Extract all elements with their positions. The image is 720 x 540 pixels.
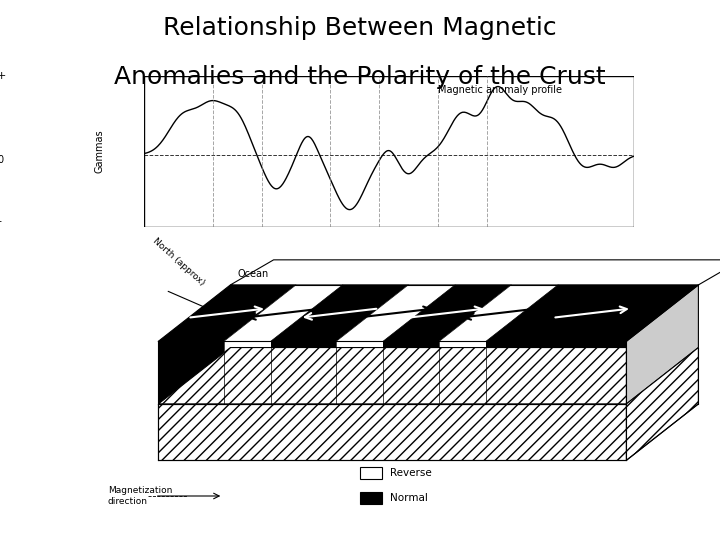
Polygon shape: [439, 341, 486, 404]
Text: -: -: [0, 216, 1, 226]
Polygon shape: [626, 348, 698, 460]
Polygon shape: [271, 285, 408, 341]
Polygon shape: [271, 341, 336, 404]
Polygon shape: [336, 341, 383, 404]
Polygon shape: [486, 285, 698, 341]
Polygon shape: [486, 341, 626, 404]
Polygon shape: [336, 285, 455, 341]
Polygon shape: [158, 285, 296, 341]
Polygon shape: [158, 341, 224, 404]
Text: direction: direction: [108, 496, 148, 505]
Polygon shape: [383, 285, 511, 341]
Polygon shape: [383, 341, 439, 404]
Text: Normal: Normal: [390, 493, 428, 503]
Polygon shape: [230, 260, 720, 285]
Bar: [360, 467, 382, 479]
Text: Magnetic anomaly profile: Magnetic anomaly profile: [438, 85, 562, 94]
Text: Reverse: Reverse: [390, 468, 432, 478]
Polygon shape: [626, 285, 698, 404]
Polygon shape: [224, 285, 343, 341]
Text: 0: 0: [0, 156, 4, 165]
Text: Anomalies and the Polarity of the Crust: Anomalies and the Polarity of the Crust: [114, 65, 606, 89]
Text: Gammas: Gammas: [95, 130, 105, 173]
Text: Relationship Between Magnetic: Relationship Between Magnetic: [163, 16, 557, 40]
Text: North (approx): North (approx): [151, 236, 207, 287]
Bar: [360, 491, 382, 504]
Text: +: +: [0, 71, 6, 80]
Text: Magnetization: Magnetization: [108, 485, 172, 495]
Polygon shape: [224, 341, 271, 404]
Text: Ocean: Ocean: [238, 268, 269, 279]
Polygon shape: [439, 285, 558, 341]
Polygon shape: [158, 404, 626, 460]
Polygon shape: [158, 348, 698, 404]
